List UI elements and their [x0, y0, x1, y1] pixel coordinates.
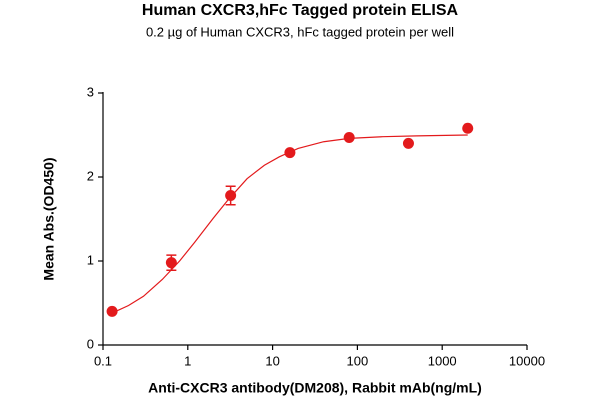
x-tick-label: 1000 — [428, 353, 457, 368]
x-tick-label: 0.1 — [94, 353, 112, 368]
data-point — [343, 132, 355, 144]
chart-subtitle: 0.2 µg of Human CXCR3, hFc tagged protei… — [146, 24, 454, 39]
x-tick-label: 10 — [265, 353, 279, 368]
data-point — [402, 137, 414, 149]
data-point — [284, 147, 296, 159]
y-tick-label: 0 — [87, 336, 94, 351]
data-point — [165, 257, 177, 269]
chart-title: Human CXCR3,hFc Tagged protein ELISA — [142, 2, 459, 19]
y-tick-label: 3 — [87, 84, 94, 99]
x-tick-label: 10000 — [509, 353, 545, 368]
x-tick-label: 1 — [184, 353, 191, 368]
x-tick-label: 100 — [347, 353, 369, 368]
y-axis-label: Mean Abs.(OD450) — [41, 157, 57, 280]
data-point — [106, 305, 118, 317]
data-point — [225, 189, 237, 201]
data-point — [462, 122, 474, 134]
y-tick-label: 1 — [87, 252, 94, 267]
y-tick-label: 2 — [87, 168, 94, 183]
x-axis-label: Anti-CXCR3 antibody(DM208), Rabbit mAb(n… — [148, 380, 482, 396]
fit-curve — [111, 134, 468, 314]
